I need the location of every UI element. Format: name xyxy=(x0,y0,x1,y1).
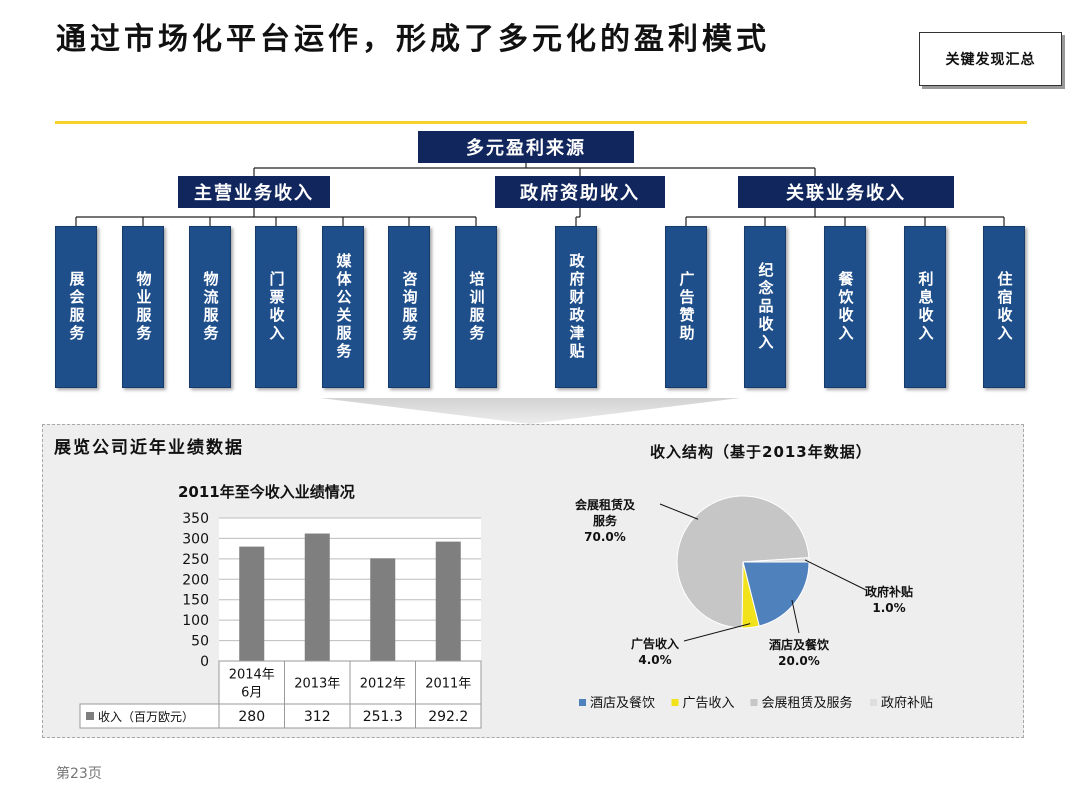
leaf-label: 住宿收入 xyxy=(995,271,1014,343)
leaf-exhibition-services: 展会服务 xyxy=(55,226,97,388)
callout-percent: 1.0% xyxy=(872,601,905,615)
panel-title: 展览公司近年业绩数据 xyxy=(54,438,244,458)
y-tick-label: 0 xyxy=(200,654,209,670)
leaf-label: 物业服务 xyxy=(134,271,153,343)
leaf-training-services: 培训服务 xyxy=(455,226,497,388)
leaf-label: 政府财政津贴 xyxy=(567,253,586,361)
table-value-row xyxy=(79,703,482,729)
leaf-label: 利息收入 xyxy=(916,271,935,343)
callout-label: 酒店及餐饮 xyxy=(769,637,830,652)
x-category-label: 2011年 xyxy=(425,677,471,692)
tree-root: 多元盈利来源 xyxy=(418,131,634,163)
callout-label: 会展租赁及 xyxy=(575,497,636,512)
leaf-label: 纪念品收入 xyxy=(756,262,775,352)
bar xyxy=(435,541,461,661)
leaf-label: 展会服务 xyxy=(67,271,86,343)
leaf-interest-income: 利息收入 xyxy=(904,226,946,388)
callout-line xyxy=(683,623,751,642)
tree-connectors xyxy=(75,163,1005,226)
data-table-value: 292.2 xyxy=(428,709,468,725)
callout-label: 广告收入 xyxy=(631,636,679,651)
legend-swatch xyxy=(750,699,758,706)
pie-chart-title: 收入结构（基于2013年数据） xyxy=(650,443,872,461)
leaf-souvenir-income: 纪念品收入 xyxy=(744,226,786,388)
leaf-label: 咨询服务 xyxy=(400,271,419,343)
y-tick-label: 100 xyxy=(182,613,209,629)
data-table-value: 280 xyxy=(238,709,265,725)
leaf-property-services: 物业服务 xyxy=(122,226,164,388)
callout-line xyxy=(804,559,867,591)
legend-label: 政府补贴 xyxy=(881,696,933,711)
data-table-value: 312 xyxy=(304,709,331,725)
pie-slice xyxy=(676,495,810,629)
callout-label: 政府补贴 xyxy=(865,584,913,599)
leaf-logistics-services: 物流服务 xyxy=(189,226,231,388)
funnel-arrow xyxy=(320,398,740,424)
x-category-label: 2013年 xyxy=(294,677,340,692)
data-table-value: 251.3 xyxy=(363,709,403,725)
callout-percent: 4.0% xyxy=(638,653,671,667)
bar xyxy=(304,533,330,661)
performance-data-panel xyxy=(42,424,1024,738)
key-findings-button[interactable]: 关键发现汇总 xyxy=(919,32,1062,86)
y-tick-label: 200 xyxy=(182,572,209,588)
leaf-advertising-sponsorship: 广告赞助 xyxy=(665,226,707,388)
callout-line xyxy=(659,503,699,520)
category-government-funding: 政府资助收入 xyxy=(495,176,665,208)
leaf-accommodation-income: 住宿收入 xyxy=(983,226,1025,388)
series-key-swatch xyxy=(86,712,94,720)
leaf-label: 培训服务 xyxy=(467,271,486,343)
legend-swatch xyxy=(870,699,877,706)
y-tick-label: 150 xyxy=(182,593,209,609)
leaf-media-pr-services: 媒体公关服务 xyxy=(322,226,364,388)
leaf-label: 媒体公关服务 xyxy=(334,253,353,361)
leaf-label: 广告赞助 xyxy=(677,271,696,343)
legend-label: 广告收入 xyxy=(683,696,735,711)
gold-divider xyxy=(55,121,1027,124)
callout-label: 服务 xyxy=(593,513,618,528)
y-tick-label: 250 xyxy=(182,552,209,568)
legend-swatch xyxy=(671,699,679,706)
category-main-business: 主营业务收入 xyxy=(178,176,330,208)
page-title: 通过市场化平台运作，形成了多元化的盈利模式 xyxy=(56,22,770,57)
x-category-label: 2012年 xyxy=(360,677,406,692)
y-tick-label: 350 xyxy=(182,511,209,527)
bar xyxy=(370,558,396,661)
legend-label: 会展租赁及服务 xyxy=(762,695,853,711)
leaf-consulting-services: 咨询服务 xyxy=(388,226,430,388)
page-number: 第23页 xyxy=(56,766,102,782)
callout-percent: 70.0% xyxy=(584,530,626,544)
legend-label: 酒店及餐饮 xyxy=(590,695,655,711)
leaf-label: 餐饮收入 xyxy=(836,271,855,343)
leaf-ticket-income: 门票收入 xyxy=(255,226,297,388)
callout-line xyxy=(791,599,800,634)
series-name: 收入（百万欧元） xyxy=(98,710,194,724)
leaf-label: 物流服务 xyxy=(201,271,220,343)
leaf-label: 门票收入 xyxy=(267,271,286,343)
bar xyxy=(239,546,265,661)
bar-chart-title: 2011年至今收入业绩情况 xyxy=(178,483,355,501)
category-related-business: 关联业务收入 xyxy=(738,176,954,208)
legend-swatch xyxy=(579,699,586,706)
x-category-label: 2014年 xyxy=(229,668,275,683)
y-tick-label: 300 xyxy=(182,531,209,547)
callout-percent: 20.0% xyxy=(778,654,820,668)
pie-slice xyxy=(742,561,810,627)
y-tick-label: 50 xyxy=(191,634,209,650)
x-category-label: 6月 xyxy=(241,686,262,701)
leaf-government-subsidy: 政府财政津贴 xyxy=(555,226,597,388)
leaf-catering-income: 餐饮收入 xyxy=(824,226,866,388)
